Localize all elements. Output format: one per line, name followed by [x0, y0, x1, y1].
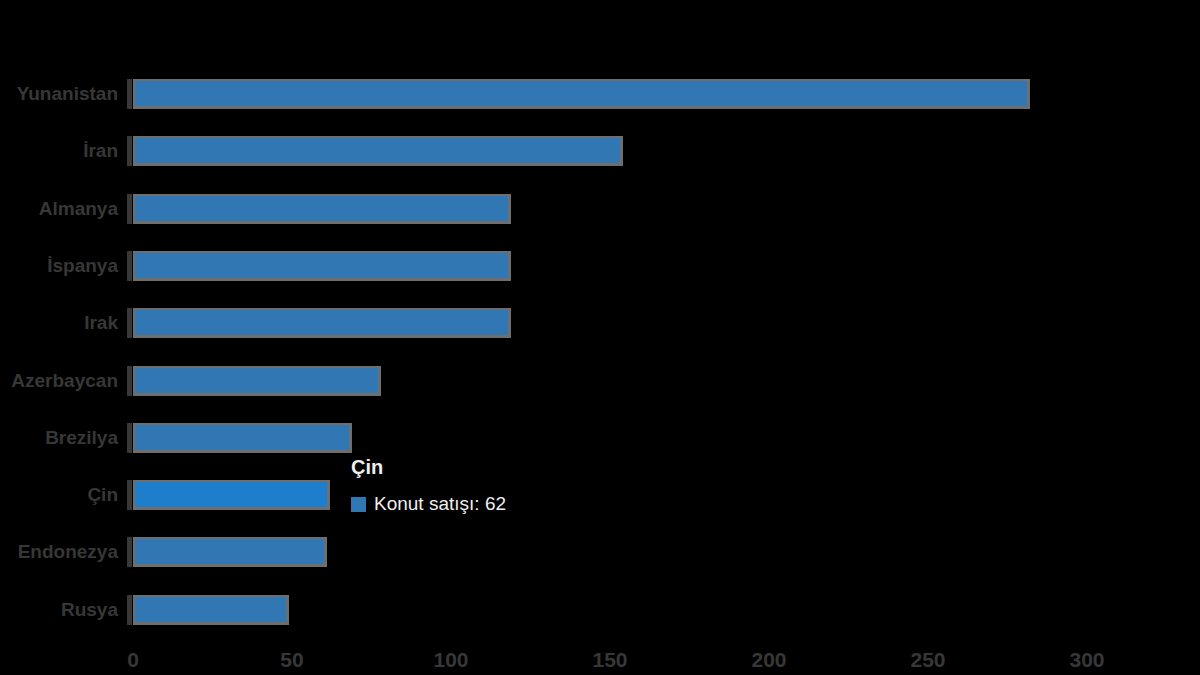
x-axis-label: 200	[751, 648, 786, 672]
category-label: Irak	[0, 312, 118, 334]
bar[interactable]	[133, 136, 623, 166]
y-axis-tick	[127, 251, 132, 281]
tooltip-series-text: Konut satışı: 62	[374, 493, 506, 515]
bar-chart: Yunanistan İran Almanya İspanya Irak Azerbayc…	[0, 0, 1200, 675]
tooltip-series-symbol	[351, 497, 366, 512]
bar[interactable]	[133, 366, 381, 396]
bar[interactable]	[133, 595, 289, 625]
y-axis-tick	[127, 136, 132, 166]
category-label: Endonezya	[0, 541, 118, 563]
y-axis-tick	[127, 79, 132, 109]
category-label: Rusya	[0, 599, 118, 621]
y-axis-tick	[127, 537, 132, 567]
y-axis-tick	[127, 194, 132, 224]
bar[interactable]	[133, 194, 511, 224]
bar[interactable]	[133, 423, 352, 453]
category-label: Almanya	[0, 198, 118, 220]
tooltip-series-line: Konut satışı: 62	[351, 493, 506, 515]
tooltip-category: Çin	[351, 455, 506, 479]
category-label: Azerbaycan	[0, 370, 118, 392]
category-label: İspanya	[0, 255, 118, 277]
category-label: Çin	[0, 484, 118, 506]
bar[interactable]	[133, 251, 511, 281]
y-axis-tick	[127, 480, 132, 510]
y-axis-tick	[127, 366, 132, 396]
x-axis-label: 150	[592, 648, 627, 672]
bar[interactable]	[133, 480, 330, 510]
x-axis-label: 250	[910, 648, 945, 672]
x-axis-label: 50	[280, 648, 303, 672]
bar[interactable]	[133, 79, 1030, 109]
y-axis-tick	[127, 595, 132, 625]
tooltip: Çin Konut satışı: 62	[351, 455, 506, 515]
x-axis-label: 100	[433, 648, 468, 672]
y-axis-tick	[127, 423, 132, 453]
category-label: İran	[0, 140, 118, 162]
bar[interactable]	[133, 537, 327, 567]
x-axis-label: 0	[127, 648, 139, 672]
y-axis-tick	[127, 308, 132, 338]
category-label: Yunanistan	[0, 83, 118, 105]
category-label: Brezilya	[0, 427, 118, 449]
x-axis-label: 300	[1069, 648, 1104, 672]
bar[interactable]	[133, 308, 511, 338]
